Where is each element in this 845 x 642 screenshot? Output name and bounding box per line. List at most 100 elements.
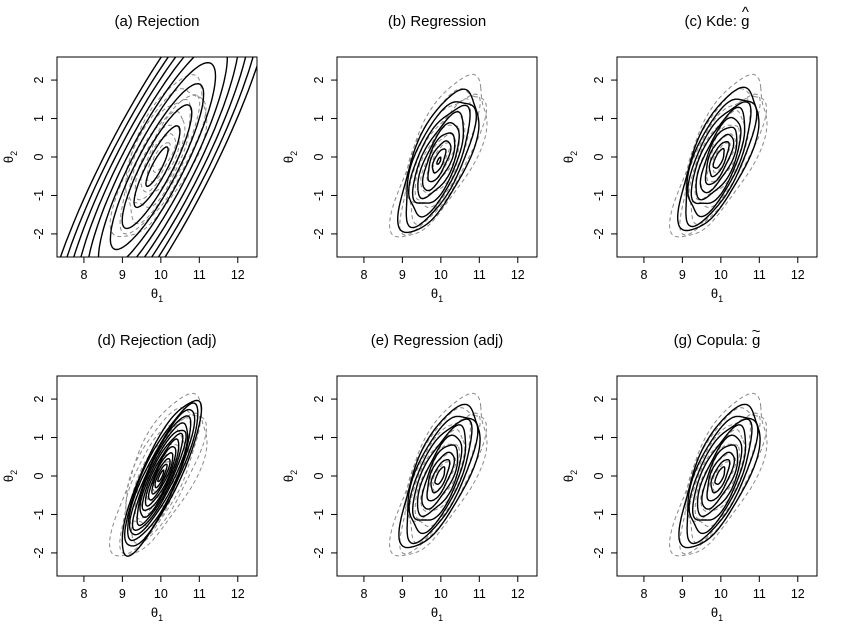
y-tick-label: 1 [312, 434, 326, 441]
true-posterior-contour [399, 88, 488, 236]
estimated-contour [121, 399, 203, 557]
y-tick-label: 2 [312, 396, 326, 403]
estimated-contour [699, 126, 738, 194]
y-tick-label: -1 [312, 190, 326, 201]
estimated-contour [133, 125, 181, 209]
estimated-contour [154, 463, 168, 489]
true-posterior-contour [119, 407, 208, 555]
true-posterior-contour [405, 93, 481, 225]
estimated-contour [147, 452, 174, 501]
estimated-contour [124, 402, 199, 547]
y-tick-label: 1 [312, 115, 326, 122]
true-posterior-contour [685, 93, 761, 225]
x-tick-label: 11 [473, 587, 486, 601]
estimated-contour [139, 432, 184, 518]
x-tick-label: 12 [791, 268, 805, 282]
estimated-contour [686, 415, 759, 545]
estimated-contour [406, 415, 479, 545]
x-tick-label: 8 [640, 587, 647, 601]
x-axis-label: θ1 [431, 605, 443, 623]
y-tick-label: -1 [32, 190, 46, 201]
estimated-contour [408, 418, 473, 535]
contour-layer [59, 57, 257, 257]
x-tick-label: 11 [193, 587, 206, 601]
y-tick-label: 2 [312, 77, 326, 84]
estimated-contour [73, 57, 247, 257]
true-posterior-contour [685, 412, 761, 544]
x-axis-label: θ1 [151, 286, 163, 304]
panel-title: (c) Kde: g [684, 13, 749, 30]
plot-frame [336, 56, 538, 258]
estimated-contour [80, 57, 239, 257]
true-posterior-contour [388, 392, 488, 557]
x-tick-label: 8 [360, 587, 367, 601]
y-axis-label: θ2 [1, 151, 19, 163]
estimated-contour [692, 424, 747, 521]
x-tick-label: 11 [753, 587, 766, 601]
contour-layer [668, 73, 768, 238]
estimated-contour [714, 466, 726, 485]
panel-title: (b) Regression [388, 13, 486, 30]
contour-layer [388, 392, 488, 557]
x-axis-label: θ1 [431, 286, 443, 304]
estimated-contour [136, 429, 187, 527]
x-tick-label: 9 [679, 268, 686, 282]
estimated-contour [421, 444, 459, 510]
estimated-contour [426, 451, 456, 502]
estimated-contour [66, 57, 254, 257]
estimated-contour [710, 459, 731, 494]
estimated-contour [688, 418, 753, 535]
estimated-contour [701, 444, 739, 510]
y-axis-label: θ2 [561, 470, 579, 482]
x-tick-label: 11 [473, 268, 486, 282]
true-posterior-contour [668, 73, 768, 238]
estimated-contour [412, 424, 467, 521]
estimated-contour [436, 156, 442, 165]
contour-layer [668, 392, 768, 557]
estimated-contour [712, 147, 725, 169]
estimated-contour [131, 422, 189, 532]
y-tick-label: 0 [32, 472, 46, 479]
estimated-contour [88, 57, 229, 257]
y-tick-label: 2 [32, 396, 46, 403]
title-symbol: g [752, 332, 760, 349]
y-tick-label: 0 [592, 153, 606, 160]
y-tick-label: 1 [592, 434, 606, 441]
x-tick-label: 9 [119, 587, 126, 601]
estimated-contour [97, 61, 217, 257]
estimated-contour [427, 140, 452, 183]
x-tick-label: 10 [714, 268, 728, 282]
x-tick-label: 10 [714, 587, 728, 601]
y-tick-label: -1 [592, 509, 606, 520]
estimated-contour [687, 101, 752, 218]
y-tick-label: 2 [592, 77, 606, 84]
y-tick-label: -1 [312, 509, 326, 520]
x-tick-label: 8 [360, 268, 367, 282]
x-tick-label: 9 [399, 587, 406, 601]
title-accent: ~ [752, 323, 761, 340]
estimated-contour [396, 88, 480, 234]
x-tick-label: 12 [231, 268, 245, 282]
panel-title: (a) Rejection [114, 13, 199, 30]
x-tick-label: 10 [154, 268, 168, 282]
y-tick-label: 2 [32, 77, 46, 84]
true-posterior-contour [119, 88, 207, 235]
estimated-contour [416, 434, 463, 517]
true-posterior-contour [668, 392, 768, 557]
x-axis-label: θ1 [711, 605, 723, 623]
estimated-contour [157, 469, 165, 483]
true-posterior-contour [146, 133, 177, 183]
estimated-contour [405, 101, 477, 229]
estimated-contour [141, 438, 180, 511]
estimated-contour [696, 434, 743, 517]
x-tick-label: 12 [791, 587, 805, 601]
y-tick-label: -2 [32, 228, 46, 239]
y-axis-label: θ2 [1, 470, 19, 482]
